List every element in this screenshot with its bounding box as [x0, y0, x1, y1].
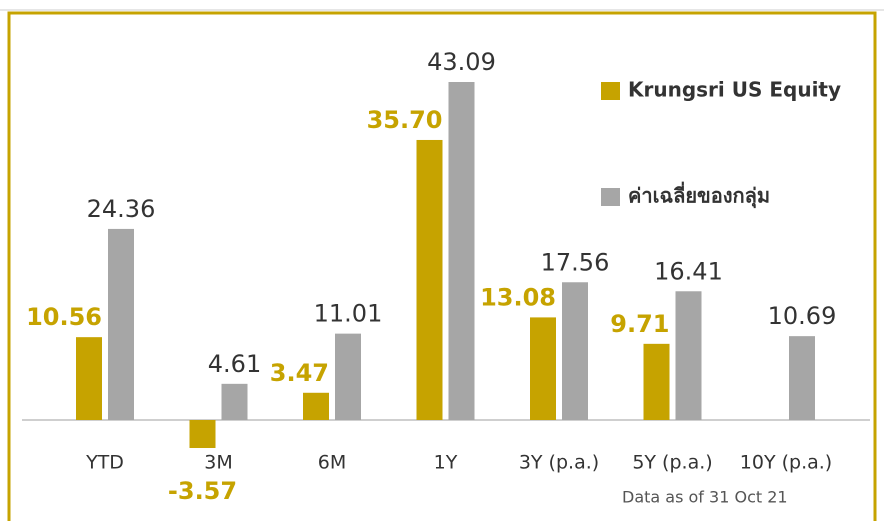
data-label: 16.41	[654, 257, 723, 285]
bar	[108, 228, 134, 420]
bar	[643, 343, 670, 420]
footnote: Data as of 31 Oct 21	[622, 488, 788, 507]
x-tick-label: 3M	[204, 452, 232, 474]
data-label: 24.36	[87, 195, 156, 223]
legend-swatch	[601, 82, 620, 100]
x-tick-label: 6M	[318, 452, 346, 474]
data-label: -3.57	[168, 477, 237, 505]
bar	[221, 383, 248, 420]
x-tick-label: 10Y (p.a.)	[740, 452, 832, 474]
data-label: 43.09	[427, 48, 496, 76]
bar	[562, 282, 588, 420]
bar	[448, 82, 475, 420]
bar	[303, 392, 329, 420]
bar	[189, 420, 216, 449]
x-tick-label: 3Y (p.a.)	[519, 452, 599, 474]
bar	[76, 337, 102, 420]
frame	[7, 11, 877, 521]
bar	[416, 139, 443, 420]
data-label: 35.70	[367, 106, 443, 134]
x-tick-label: 1Y	[434, 452, 458, 474]
data-label: 9.71	[610, 310, 669, 338]
bar	[530, 317, 556, 420]
legend-label: ค่าเฉลี่ยของกลุ่ม	[628, 181, 770, 209]
data-label: 17.56	[541, 248, 610, 276]
legend-label: Krungsri US Equity	[628, 78, 841, 102]
data-label: 11.01	[314, 300, 383, 328]
data-label: 10.69	[768, 302, 837, 330]
data-label: 10.56	[26, 303, 102, 331]
bar	[335, 333, 361, 420]
x-tick-label: 5Y (p.a.)	[632, 452, 712, 474]
data-label: 4.61	[208, 350, 261, 378]
legend-swatch	[601, 188, 620, 206]
x-tick-label: YTD	[85, 452, 124, 474]
data-label: 13.08	[480, 283, 556, 311]
bar	[789, 336, 815, 420]
bar	[675, 291, 702, 420]
data-label: 3.47	[270, 359, 329, 387]
